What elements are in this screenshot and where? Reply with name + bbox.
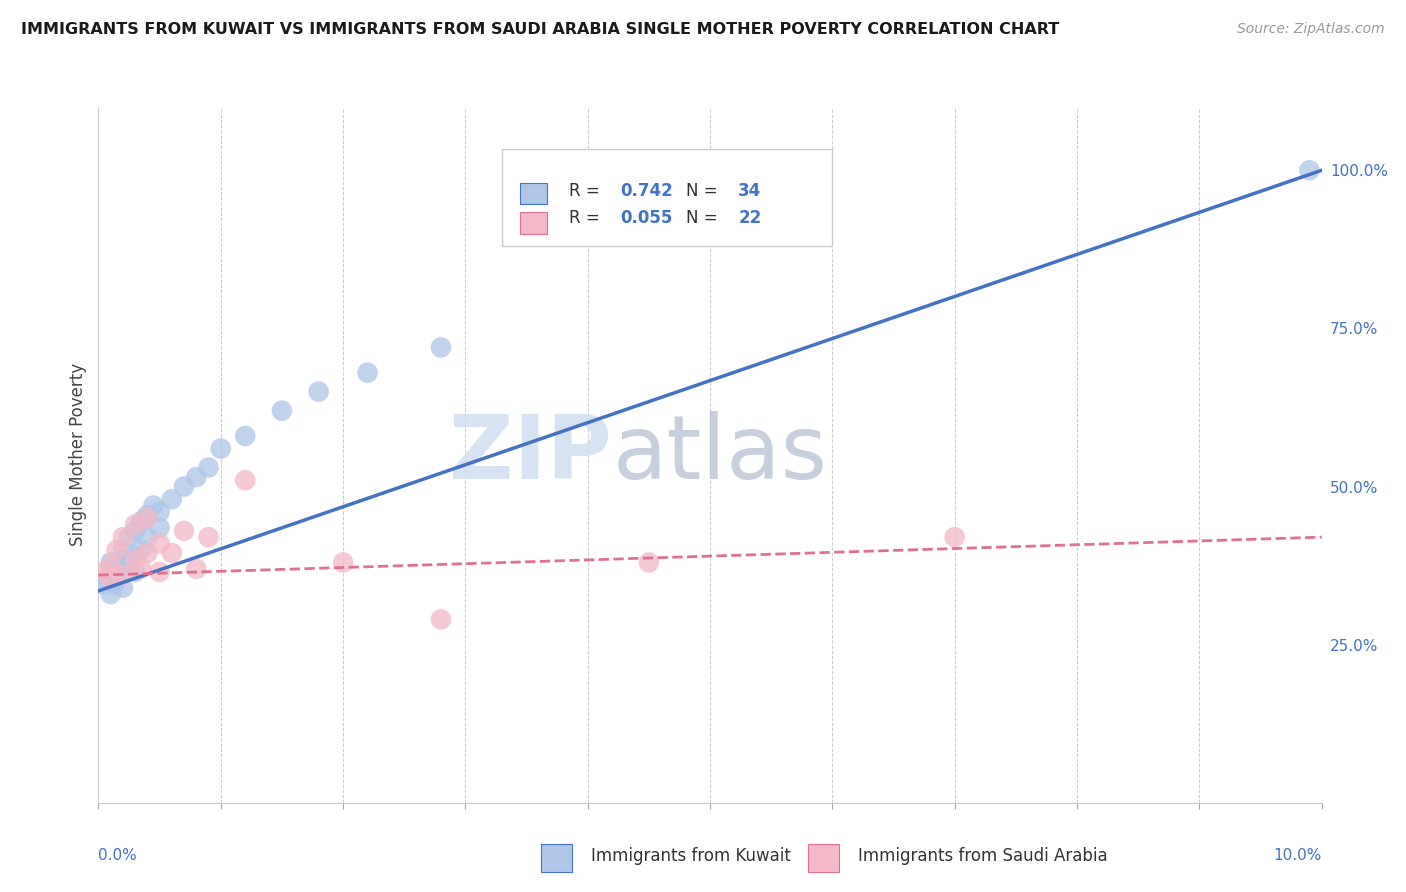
- Text: 10.0%: 10.0%: [1274, 848, 1322, 863]
- Text: 0.0%: 0.0%: [98, 848, 138, 863]
- Point: [136, 546, 159, 560]
- Point: [173, 479, 195, 493]
- Point: [160, 546, 183, 560]
- Point: [129, 562, 152, 576]
- Point: [96, 571, 118, 585]
- Point: [142, 499, 165, 513]
- Point: [356, 366, 378, 380]
- Text: Immigrants from Saudi Arabia: Immigrants from Saudi Arabia: [858, 847, 1108, 865]
- Point: [124, 565, 146, 579]
- Point: [270, 403, 292, 417]
- Point: [430, 340, 453, 354]
- Text: 34: 34: [738, 182, 762, 200]
- Point: [111, 568, 134, 582]
- Point: [136, 530, 159, 544]
- Text: 0.742: 0.742: [620, 182, 673, 200]
- Point: [124, 517, 146, 532]
- Text: 22: 22: [738, 210, 762, 227]
- Point: [129, 514, 152, 528]
- Y-axis label: Single Mother Poverty: Single Mother Poverty: [69, 363, 87, 547]
- Point: [100, 571, 122, 585]
- Point: [149, 505, 172, 519]
- Text: 0.055: 0.055: [620, 210, 673, 227]
- Point: [111, 552, 134, 566]
- Point: [308, 384, 330, 399]
- Point: [160, 492, 183, 507]
- Point: [209, 442, 232, 456]
- Point: [129, 542, 152, 557]
- Point: [93, 565, 115, 579]
- Point: [637, 556, 661, 570]
- Point: [430, 612, 453, 626]
- Point: [93, 577, 115, 591]
- Point: [197, 460, 219, 475]
- Point: [100, 558, 122, 573]
- Point: [111, 581, 134, 595]
- Text: R =: R =: [569, 210, 606, 227]
- Point: [186, 562, 208, 576]
- Point: [105, 571, 128, 585]
- Point: [943, 530, 966, 544]
- Point: [100, 556, 122, 570]
- Point: [118, 530, 141, 544]
- Point: [149, 536, 172, 550]
- Point: [197, 530, 219, 544]
- Text: N =: N =: [686, 210, 723, 227]
- Point: [136, 511, 159, 525]
- Point: [233, 429, 256, 443]
- Text: R =: R =: [569, 182, 606, 200]
- Point: [186, 470, 208, 484]
- Text: ZIP: ZIP: [450, 411, 612, 499]
- FancyBboxPatch shape: [502, 149, 832, 246]
- Point: [233, 473, 256, 487]
- Point: [136, 508, 159, 522]
- Point: [173, 524, 195, 538]
- Point: [1298, 163, 1320, 178]
- Point: [100, 587, 122, 601]
- Point: [105, 542, 128, 557]
- Point: [149, 565, 172, 579]
- Point: [124, 524, 146, 538]
- Text: Immigrants from Kuwait: Immigrants from Kuwait: [591, 847, 790, 865]
- Point: [100, 568, 122, 582]
- Point: [111, 542, 134, 557]
- Point: [118, 556, 141, 570]
- FancyBboxPatch shape: [520, 211, 547, 234]
- Point: [149, 521, 172, 535]
- FancyBboxPatch shape: [520, 183, 547, 204]
- Point: [124, 549, 146, 563]
- Point: [103, 577, 125, 591]
- Text: Source: ZipAtlas.com: Source: ZipAtlas.com: [1237, 22, 1385, 37]
- Point: [105, 562, 128, 576]
- Text: IMMIGRANTS FROM KUWAIT VS IMMIGRANTS FROM SAUDI ARABIA SINGLE MOTHER POVERTY COR: IMMIGRANTS FROM KUWAIT VS IMMIGRANTS FRO…: [21, 22, 1059, 37]
- Point: [332, 556, 354, 570]
- Text: N =: N =: [686, 182, 723, 200]
- Point: [111, 530, 134, 544]
- Text: atlas: atlas: [612, 411, 827, 499]
- Point: [124, 552, 146, 566]
